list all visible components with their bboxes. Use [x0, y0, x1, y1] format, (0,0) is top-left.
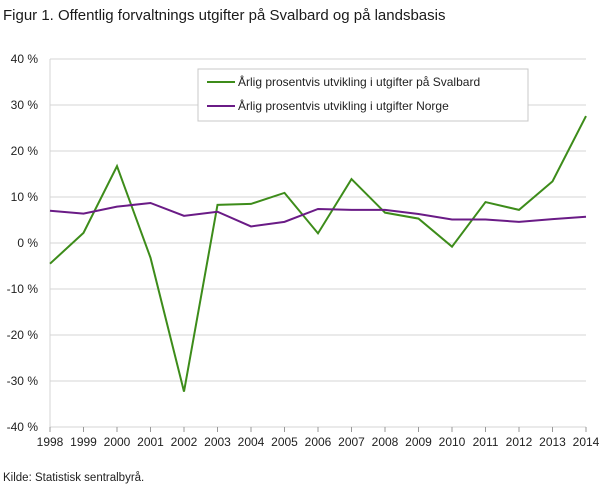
y-tick-label: 20 %: [11, 144, 39, 158]
x-tick-label: 2011: [473, 435, 499, 449]
x-tick-label: 2004: [238, 435, 265, 449]
x-tick-label: 2005: [271, 435, 298, 449]
x-tick-label: 2008: [372, 435, 399, 449]
chart-title: Figur 1. Offentlig forvaltnings utgifter…: [3, 7, 446, 24]
legend-label-svalbard: Årlig prosentvis utvikling i utgifter på…: [238, 74, 480, 89]
series-line-1: [49, 201, 587, 228]
x-tick-label: 2000: [104, 435, 131, 449]
y-tick-label: -30 %: [7, 374, 39, 388]
source-note: Kilde: Statistisk sentralbyrå.: [3, 472, 145, 484]
x-tick-label: 2007: [338, 435, 365, 449]
x-tick-label: 2014: [573, 435, 600, 449]
y-tick-label: 30 %: [11, 98, 39, 112]
x-tick-label: 2003: [204, 435, 231, 449]
y-tick-label: 40 %: [11, 52, 39, 66]
legend-label-norge: Årlig prosentvis utvikling i utgifter No…: [238, 98, 449, 113]
y-tick-label: 10 %: [11, 190, 39, 204]
series-lines: [49, 115, 587, 392]
x-tick-label: 1999: [70, 435, 97, 449]
x-tick-label: 2010: [439, 435, 466, 449]
x-tick-label: 2009: [405, 435, 432, 449]
y-tick-label: 0 %: [17, 236, 38, 250]
y-axis-ticks: 40 % 30 % 20 % 10 % 0 % -10 % -20 % -30 % -40 %: [7, 52, 39, 434]
series-line-0: [49, 115, 587, 392]
x-tick-label: 2002: [171, 435, 198, 449]
legend-box: [197, 68, 529, 122]
x-tick-label: 2001: [137, 435, 164, 449]
x-tick-label: 2006: [305, 435, 332, 449]
y-tick-label: -40 %: [7, 420, 39, 434]
y-tick-label: -20 %: [7, 328, 39, 342]
x-axis-ticks: 1998 1999 2000 2001 2002 2003 2004 2005 2006 2007…: [37, 427, 600, 449]
x-tick-label: 2012: [506, 435, 533, 449]
legend: Årlig prosentvis utvikling i utgifter på…: [197, 68, 529, 122]
x-tick-label: 2013: [539, 435, 566, 449]
x-tick-label: 1998: [37, 435, 64, 449]
y-tick-label: -10 %: [7, 282, 39, 296]
